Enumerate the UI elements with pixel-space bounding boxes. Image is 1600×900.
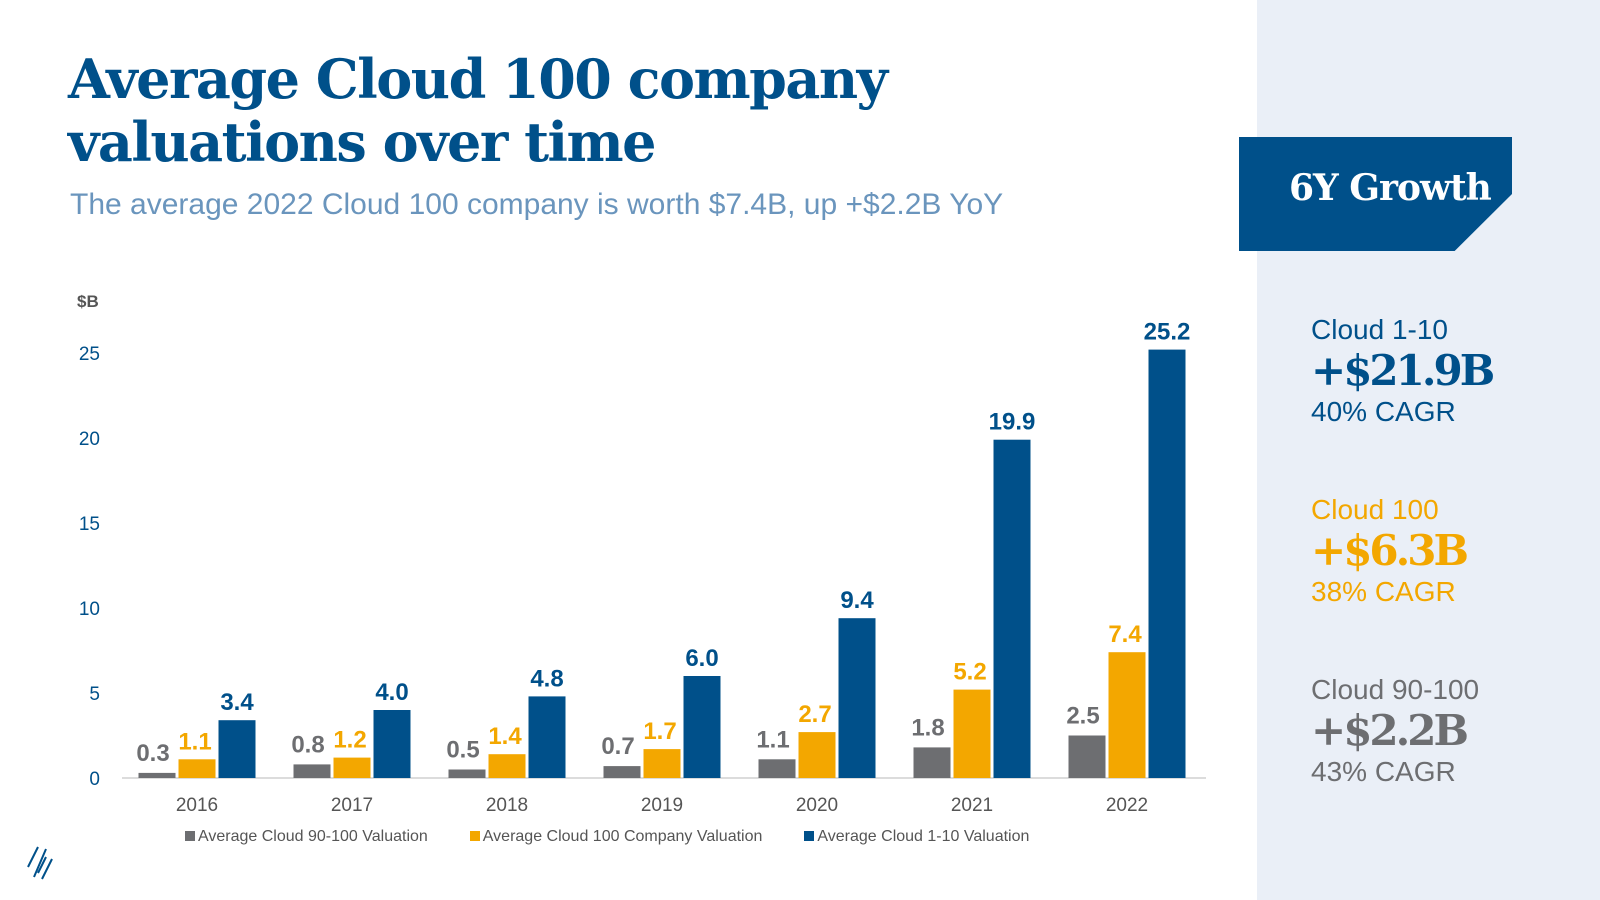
bar	[333, 757, 371, 778]
stat-cloud-90-100: Cloud 90-100 +$2.2B 43% CAGR	[1311, 674, 1479, 788]
stat-label: Cloud 1-10	[1311, 314, 1448, 345]
bar	[138, 772, 176, 778]
stat-label: Cloud 90-100	[1311, 674, 1480, 705]
x-tick-label: 2022	[1106, 795, 1148, 816]
x-tick-label: 2019	[641, 795, 683, 816]
bar	[528, 696, 566, 778]
data-label: 2.7	[798, 701, 831, 728]
legend: Average Cloud 90-100 Valuation Average C…	[185, 828, 1029, 846]
data-label: 9.4	[840, 587, 874, 614]
bar-chart: $B 0 5 10 15 20 25 2016 0.3 1.1 3.4 2017 0.8 1.2 4.0 20…	[77, 292, 1206, 816]
stat-label: Cloud 100	[1311, 494, 1439, 525]
data-label: 19.9	[989, 409, 1036, 436]
y-tick-label: 25	[79, 344, 100, 365]
data-label: 4.0	[375, 679, 408, 706]
title-line-2: valuations over time	[68, 110, 657, 174]
data-label: 6.0	[685, 645, 718, 672]
bar	[488, 754, 526, 778]
bar	[1148, 349, 1186, 778]
bar	[218, 720, 256, 778]
data-label: 0.7	[601, 733, 634, 760]
stat-value: +$6.3B	[1311, 526, 1469, 575]
data-label: 1.4	[488, 723, 522, 750]
bar	[1068, 735, 1106, 778]
data-label: 1.8	[911, 714, 944, 741]
x-tick-label: 2017	[331, 795, 373, 816]
bar	[643, 749, 681, 778]
stat-cloud-100: Cloud 100 +$6.3B 38% CAGR	[1311, 494, 1469, 608]
title-line-1: Average Cloud 100 company	[68, 47, 888, 111]
bar	[838, 618, 876, 778]
legend-swatch	[469, 831, 480, 841]
data-label: 1.2	[333, 727, 366, 754]
bar	[293, 764, 331, 778]
legend-item-gold: Average Cloud 100 Company Valuation	[469, 828, 763, 846]
bar	[913, 747, 951, 778]
bar	[683, 676, 721, 778]
legend-label: Average Cloud 1-10 Valuation	[817, 828, 1030, 845]
data-label: 1.1	[756, 726, 789, 753]
stat-value: +$2.2B	[1311, 706, 1469, 755]
bar	[1108, 652, 1146, 778]
stat-value: +$21.9B	[1311, 346, 1495, 395]
data-label: 5.2	[953, 659, 986, 686]
y-tick-label: 5	[89, 684, 100, 705]
data-label: 3.4	[220, 689, 254, 716]
data-label: 1.1	[178, 728, 211, 755]
x-tick-label: 2021	[951, 795, 993, 816]
bar	[993, 439, 1031, 778]
data-label: 1.7	[643, 718, 676, 745]
bar	[178, 759, 216, 778]
stat-cagr: 38% CAGR	[1311, 576, 1456, 607]
stat-cloud-1-10: Cloud 1-10 +$21.9B 40% CAGR	[1311, 314, 1495, 428]
bar	[373, 710, 411, 778]
bar	[758, 759, 796, 778]
data-label: 25.2	[1144, 319, 1191, 346]
x-tick-label: 2020	[796, 795, 838, 816]
data-label: 4.8	[530, 665, 563, 692]
legend-label: Average Cloud 90-100 Valuation	[198, 828, 428, 845]
bar	[798, 732, 836, 778]
data-label: 2.5	[1066, 703, 1099, 730]
legend-swatch	[185, 831, 195, 841]
data-label: 0.8	[291, 731, 324, 758]
x-tick-label: 2018	[486, 795, 528, 816]
bar	[448, 769, 486, 778]
y-axis-label: $B	[77, 292, 99, 311]
y-tick-label: 15	[79, 514, 100, 535]
data-label: 0.5	[446, 737, 479, 764]
stat-cagr: 40% CAGR	[1311, 396, 1456, 427]
legend-swatch	[804, 831, 815, 841]
y-tick-label: 20	[79, 429, 100, 450]
data-label: 0.3	[136, 740, 169, 767]
y-tick-label: 0	[89, 769, 100, 790]
x-tick-label: 2016	[176, 795, 218, 816]
banner-label: 6Y Growth	[1289, 167, 1492, 209]
legend-item-navy: Average Cloud 1-10 Valuation	[804, 828, 1029, 846]
stat-cagr: 43% CAGR	[1311, 756, 1456, 787]
y-tick-label: 10	[79, 599, 100, 620]
legend-label: Average Cloud 100 Company Valuation	[482, 828, 763, 845]
growth-banner: 6Y Growth	[1239, 137, 1512, 251]
bar	[603, 766, 641, 778]
subtitle: The average 2022 Cloud 100 company is wo…	[70, 188, 1004, 221]
logo-icon	[27, 846, 53, 880]
legend-item-gray: Average Cloud 90-100 Valuation	[185, 828, 428, 846]
data-label: 7.4	[1108, 621, 1142, 648]
bar	[953, 689, 991, 778]
page-title: Average Cloud 100 company valuations over…	[68, 47, 888, 174]
